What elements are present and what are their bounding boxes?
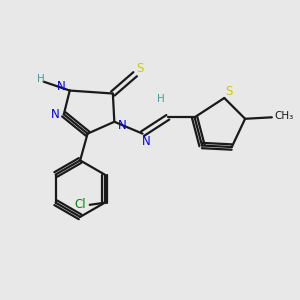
Text: N: N [57,80,66,94]
Text: H: H [157,94,164,103]
Text: N: N [118,119,127,132]
Text: CH₃: CH₃ [275,111,294,121]
Text: H: H [37,74,45,84]
Text: N: N [50,108,59,121]
Text: Cl: Cl [74,198,86,211]
Text: N: N [142,136,151,148]
Text: S: S [136,62,143,75]
Text: S: S [225,85,232,98]
